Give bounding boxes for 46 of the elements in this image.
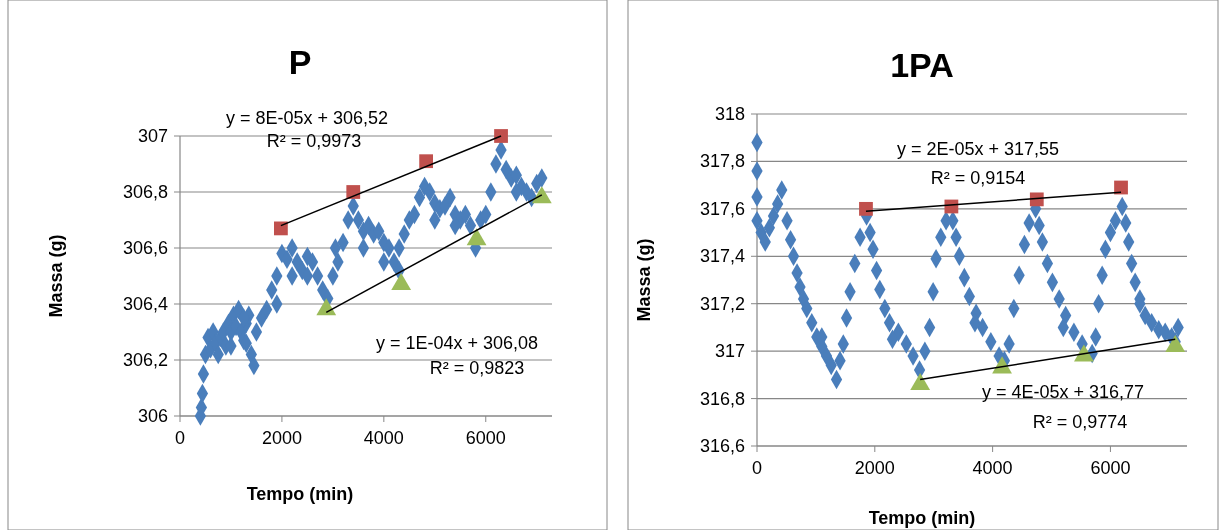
y-tick-label: 317 bbox=[714, 341, 745, 362]
point bbox=[1114, 180, 1128, 195]
annotation: y = 1E-04x + 306,08 bbox=[375, 333, 539, 353]
y-tick-label: 306 bbox=[137, 406, 168, 426]
point bbox=[1074, 344, 1094, 362]
annotation: R² = 0,9823 bbox=[429, 358, 525, 378]
chart-title: 1PA bbox=[890, 46, 954, 84]
y-tick-label: 317,2 bbox=[699, 293, 745, 314]
annotation: R² = 0,9973 bbox=[266, 131, 362, 151]
point bbox=[859, 201, 873, 216]
y-tick-label: 306,6 bbox=[122, 238, 168, 258]
point bbox=[316, 298, 337, 316]
point bbox=[494, 129, 508, 143]
x-axis-title: Tempo (min) bbox=[246, 484, 354, 504]
y-tick-label: 306,2 bbox=[122, 350, 168, 370]
annotation: R² = 0,9154 bbox=[930, 168, 1026, 188]
point bbox=[910, 372, 931, 391]
y-tick-label: 306,8 bbox=[122, 182, 168, 202]
x-tick-label: 6000 bbox=[465, 428, 506, 448]
x-tick-label: 0 bbox=[174, 428, 186, 448]
y-tick-label: 307 bbox=[137, 126, 168, 146]
annotation: R² = 0,9774 bbox=[1032, 412, 1128, 432]
x-tick-label: 6000 bbox=[1090, 458, 1131, 478]
y-tick-label: 316,8 bbox=[699, 388, 745, 409]
x-axis-title: Tempo (min) bbox=[868, 508, 976, 528]
x-tick-label: 4000 bbox=[972, 458, 1013, 478]
annotation: y = 4E-05x + 316,77 bbox=[981, 382, 1145, 402]
y-axis-title: Massa (g) bbox=[634, 238, 654, 322]
y-tick-label: 316,6 bbox=[699, 436, 745, 456]
x-tick-label: 4000 bbox=[363, 428, 404, 448]
point bbox=[1165, 334, 1186, 353]
x-tick-label: 2000 bbox=[854, 458, 895, 478]
annotation: y = 2E-05x + 317,55 bbox=[896, 139, 1060, 159]
y-tick-label: 317,6 bbox=[699, 198, 745, 219]
x-tick-label: 2000 bbox=[261, 428, 302, 448]
y-axis-title: Massa (g) bbox=[46, 234, 66, 318]
chart-title: P bbox=[288, 43, 312, 81]
y-tick-label: 317,4 bbox=[699, 246, 745, 267]
point bbox=[391, 272, 412, 291]
y-tick-label: 306,4 bbox=[122, 294, 168, 314]
y-tick-label: 318 bbox=[714, 104, 745, 124]
point bbox=[419, 154, 434, 169]
point bbox=[466, 228, 487, 246]
x-tick-label: 0 bbox=[751, 458, 763, 478]
y-tick-label: 317,8 bbox=[699, 151, 745, 172]
text: y = 8E-05x + 306,52 bbox=[225, 108, 389, 128]
